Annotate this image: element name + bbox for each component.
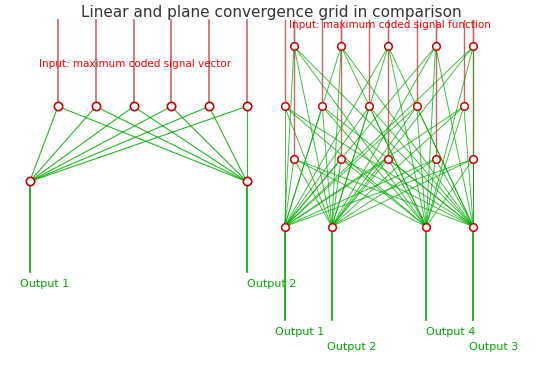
Text: Output 3: Output 3 <box>469 342 518 352</box>
Text: Output 1: Output 1 <box>20 279 69 288</box>
Text: Linear and plane convergence grid in comparison: Linear and plane convergence grid in com… <box>81 5 462 20</box>
Text: Output 2: Output 2 <box>247 279 296 288</box>
Text: Output 4: Output 4 <box>426 327 476 337</box>
Text: Input: maximum coded signal vector: Input: maximum coded signal vector <box>39 59 231 69</box>
Text: Output 1: Output 1 <box>275 327 324 337</box>
Text: Input: maximum coded signal function: Input: maximum coded signal function <box>289 20 491 30</box>
Text: Output 2: Output 2 <box>327 342 377 352</box>
